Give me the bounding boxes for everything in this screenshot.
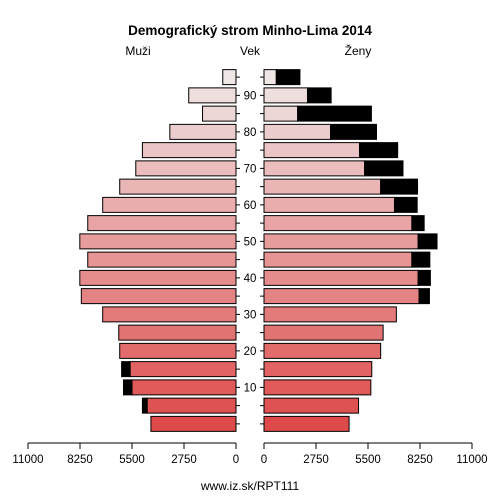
male-bar — [141, 142, 237, 159]
x-tick-label: 8250 — [67, 454, 93, 466]
age-tick-label: 60 — [244, 200, 257, 212]
female-bars — [263, 69, 438, 432]
age-tick-label: 30 — [244, 309, 257, 321]
female-bar — [263, 379, 372, 396]
male-excess-bar — [122, 379, 133, 396]
female-excess-bar — [393, 196, 418, 213]
male-bar — [79, 233, 237, 250]
female-bar — [263, 306, 397, 323]
x-axis-male: 11000 8250 5500 2750 0 — [12, 442, 239, 466]
female-label: Ženy — [345, 43, 372, 58]
female-bar — [263, 123, 332, 140]
female-excess-bar — [364, 160, 404, 177]
age-tick-label: 80 — [244, 127, 257, 139]
age-tick-label: 90 — [244, 90, 257, 102]
female-excess-bar — [411, 215, 425, 232]
male-excess-bar — [121, 361, 131, 378]
age-tick-label: 50 — [244, 236, 257, 248]
male-bar — [80, 288, 237, 305]
female-excess-bar — [411, 251, 431, 268]
male-bar — [129, 361, 237, 378]
age-axis: 90 80 70 60 50 40 30 20 10 — [236, 76, 264, 425]
female-excess-bar — [297, 105, 372, 122]
male-bar — [102, 306, 237, 323]
x-tick-label: 0 — [261, 454, 267, 466]
male-bar — [87, 251, 237, 268]
age-tick-label: 10 — [244, 382, 257, 394]
age-tick-label: 40 — [244, 273, 257, 285]
chart-title: Demografický strom Minho-Lima 2014 — [128, 23, 372, 38]
female-excess-bar — [330, 123, 378, 140]
female-excess-bar — [417, 269, 431, 286]
male-bar — [119, 342, 237, 359]
female-bar — [263, 178, 382, 195]
male-label: Muži — [125, 44, 150, 58]
female-bar — [263, 196, 395, 213]
female-bar — [263, 142, 360, 159]
female-excess-bar — [417, 233, 438, 250]
male-bar — [118, 324, 237, 341]
male-bar — [87, 215, 237, 232]
female-bar — [263, 269, 419, 286]
female-bar — [263, 233, 419, 250]
male-bar — [119, 178, 237, 195]
female-bar — [263, 324, 384, 341]
male-bar — [102, 196, 237, 213]
female-excess-bar — [380, 178, 419, 195]
female-bar — [263, 397, 360, 414]
female-bar — [263, 69, 277, 86]
source-label: www.iz.sk/RPT111 — [200, 479, 300, 493]
male-bar — [135, 160, 237, 177]
female-excess-bar — [358, 142, 399, 159]
x-tick-label: 2750 — [303, 454, 329, 466]
female-bar — [263, 105, 299, 122]
x-tick-label: 0 — [233, 454, 239, 466]
male-bar — [79, 269, 237, 286]
x-tick-label: 5500 — [355, 454, 381, 466]
x-tick-label: 5500 — [119, 454, 145, 466]
female-excess-bar — [306, 87, 332, 104]
female-excess-bar — [275, 69, 301, 86]
age-tick-label: 70 — [244, 163, 257, 175]
female-bar — [263, 342, 382, 359]
male-bar — [146, 397, 237, 414]
female-bar — [263, 415, 350, 432]
male-bar — [222, 69, 237, 86]
male-bars — [79, 69, 237, 432]
x-tick-label: 8250 — [407, 454, 433, 466]
male-bar — [150, 415, 237, 432]
male-excess-bar — [141, 397, 148, 414]
female-bar — [263, 160, 366, 177]
female-bar — [263, 288, 420, 305]
x-axis-female: 0 2750 5500 8250 11000 — [261, 442, 488, 466]
x-tick-label: 2750 — [171, 454, 197, 466]
x-tick-label: 11000 — [456, 454, 487, 466]
male-bar — [202, 105, 237, 122]
age-tick-label: 20 — [244, 346, 257, 358]
female-bar — [263, 361, 373, 378]
female-bar — [263, 87, 308, 104]
male-bar — [188, 87, 237, 104]
female-bar — [263, 251, 413, 268]
male-bar — [131, 379, 237, 396]
x-tick-label: 11000 — [12, 454, 43, 466]
age-label: Vek — [240, 44, 261, 58]
male-bar — [169, 123, 237, 140]
female-excess-bar — [418, 288, 430, 305]
female-bar — [263, 215, 413, 232]
